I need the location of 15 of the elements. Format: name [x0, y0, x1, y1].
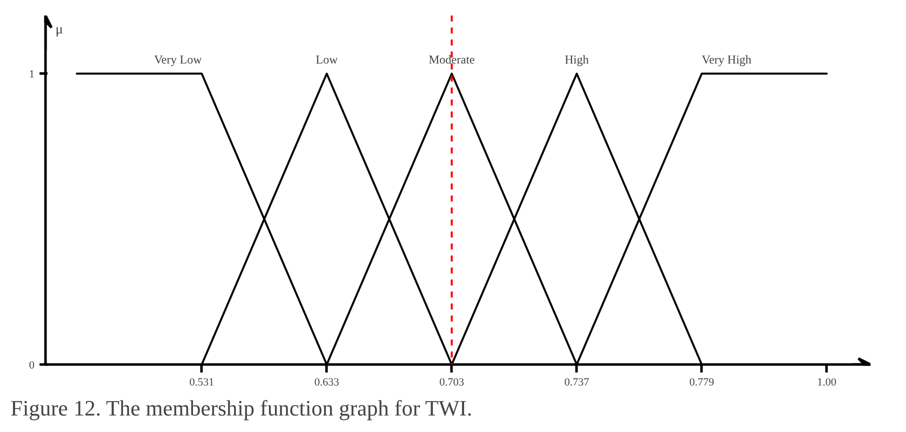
- x-tick-label: 0.633: [314, 376, 340, 388]
- series-label: High: [564, 52, 589, 67]
- x-tick-label: 0.779: [689, 376, 715, 388]
- x-tick-label: 0.531: [189, 376, 214, 388]
- x-tick-label: 0.703: [439, 376, 465, 388]
- y-tick-label: 1: [29, 68, 34, 81]
- series-label: Very Low: [154, 52, 202, 67]
- series-label: Very High: [702, 52, 752, 67]
- y-axis-title: μ: [56, 22, 64, 38]
- x-tick-label: 1.00: [817, 376, 837, 388]
- series-label: Moderate: [428, 52, 475, 67]
- series-label: Low: [316, 52, 338, 67]
- y-tick-label: 0: [29, 360, 35, 372]
- caption: Figure 12. The membership function graph for TWI.: [10, 396, 472, 420]
- x-tick-label: 0.737: [564, 376, 590, 388]
